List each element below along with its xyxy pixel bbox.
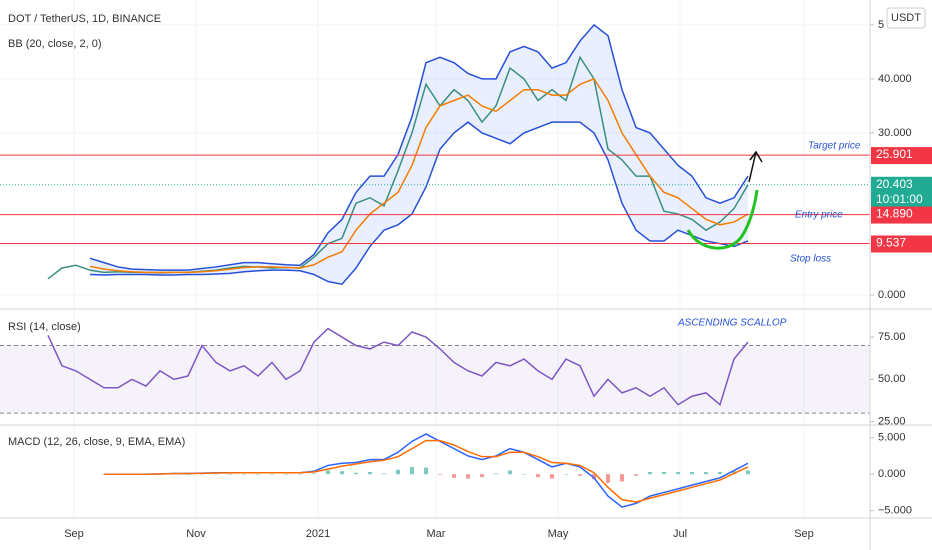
x-tick-label: Nov [186,528,206,540]
price-label: 25.901 [876,147,913,161]
histogram-bar [578,474,582,476]
histogram-bar [718,472,722,475]
histogram-bar [592,474,596,480]
histogram-bar [256,474,260,475]
y-tick-label: 5.000 [878,432,906,444]
x-tick-label: 2021 [306,528,330,540]
rsi-annotation: ASCENDING SCALLOP [677,318,787,329]
scallop-curve [686,189,759,250]
x-tick-label: Sep [64,528,84,540]
histogram-bar [368,472,372,475]
series-line [89,23,749,271]
y-tick-label: 0.000 [878,289,906,301]
histogram-bar [620,474,624,482]
histogram-bar [396,469,400,475]
histogram-bar [270,474,274,475]
histogram-bar [424,467,428,475]
histogram-bar [648,472,652,475]
level-annotation: Entry price [795,210,843,221]
histogram-bar [662,472,666,475]
histogram-bar [186,474,190,475]
histogram-bar [480,474,484,478]
histogram-bar [298,474,302,475]
price-label-box [871,176,932,209]
histogram-bar [704,472,708,475]
currency-label[interactable]: USDT [891,12,921,24]
histogram-bar [228,474,232,475]
price-label-box [871,235,932,253]
histogram-bar [494,473,498,475]
level-annotation: Target price [808,141,861,152]
histogram-bar [214,473,218,475]
histogram-bar [550,474,554,479]
rsi-band [0,345,870,414]
histogram-bar [508,470,512,475]
histogram-bar [536,474,540,478]
histogram-bar [690,472,694,475]
series-line [89,121,749,286]
bb-fill [90,24,748,285]
histogram-bar [466,474,470,479]
x-tick-label: Sep [794,528,814,540]
histogram-bar [634,474,638,476]
macd-title: MACD (12, 26, close, 9, EMA, EMA) [8,436,185,448]
series-line [89,77,749,274]
y-tick-label: 50.00 [878,373,906,385]
indicator-label: BB (20, close, 2, 0) [8,38,102,50]
y-tick-label: 25.00 [878,416,906,428]
price-label: 14.890 [876,207,913,221]
histogram-bar [312,473,316,475]
histogram-bar [676,472,680,475]
series-line [47,327,749,407]
histogram-bar [410,466,414,475]
x-tick-label: Jul [673,528,687,540]
histogram-bar [354,472,358,475]
chart-title: DOT / TetherUS, 1D, BINANCE [8,13,161,25]
price-label: 9.537 [876,236,906,250]
y-tick-label: 0.000 [878,468,906,480]
histogram-bar [746,470,750,475]
histogram-bar [438,474,442,475]
plot [0,23,870,508]
currency-button[interactable] [886,7,926,29]
histogram-bar [606,474,610,483]
y-tick-label: 40.000 [878,73,912,85]
histogram-bar [564,474,568,475]
histogram-bar [452,474,456,478]
grid [0,0,874,518]
series-line [104,439,749,503]
price-label-box [871,206,932,224]
price-label-box [871,147,932,165]
y-tick-label: 75.00 [878,331,906,343]
x-tick-label: Mar [427,528,446,540]
histogram-bar [326,470,330,475]
histogram-bar [340,471,344,475]
price-label: 20.403 [876,177,913,191]
x-tick-label: May [548,528,569,540]
histogram-bar [284,474,288,475]
level-annotation: Stop loss [790,254,831,265]
target-arrow [748,150,763,183]
histogram-bar [382,473,386,475]
histogram-bar [200,473,204,475]
histogram-bar [242,474,246,475]
y-tick-label: 5 [878,19,884,31]
y-tick-label: −5.000 [878,505,912,517]
price-label-sub: 10:01:00 [876,192,923,206]
y-tick-label: 30.000 [878,127,912,139]
rsi-title: RSI (14, close) [8,321,81,333]
histogram-bar [522,474,526,475]
